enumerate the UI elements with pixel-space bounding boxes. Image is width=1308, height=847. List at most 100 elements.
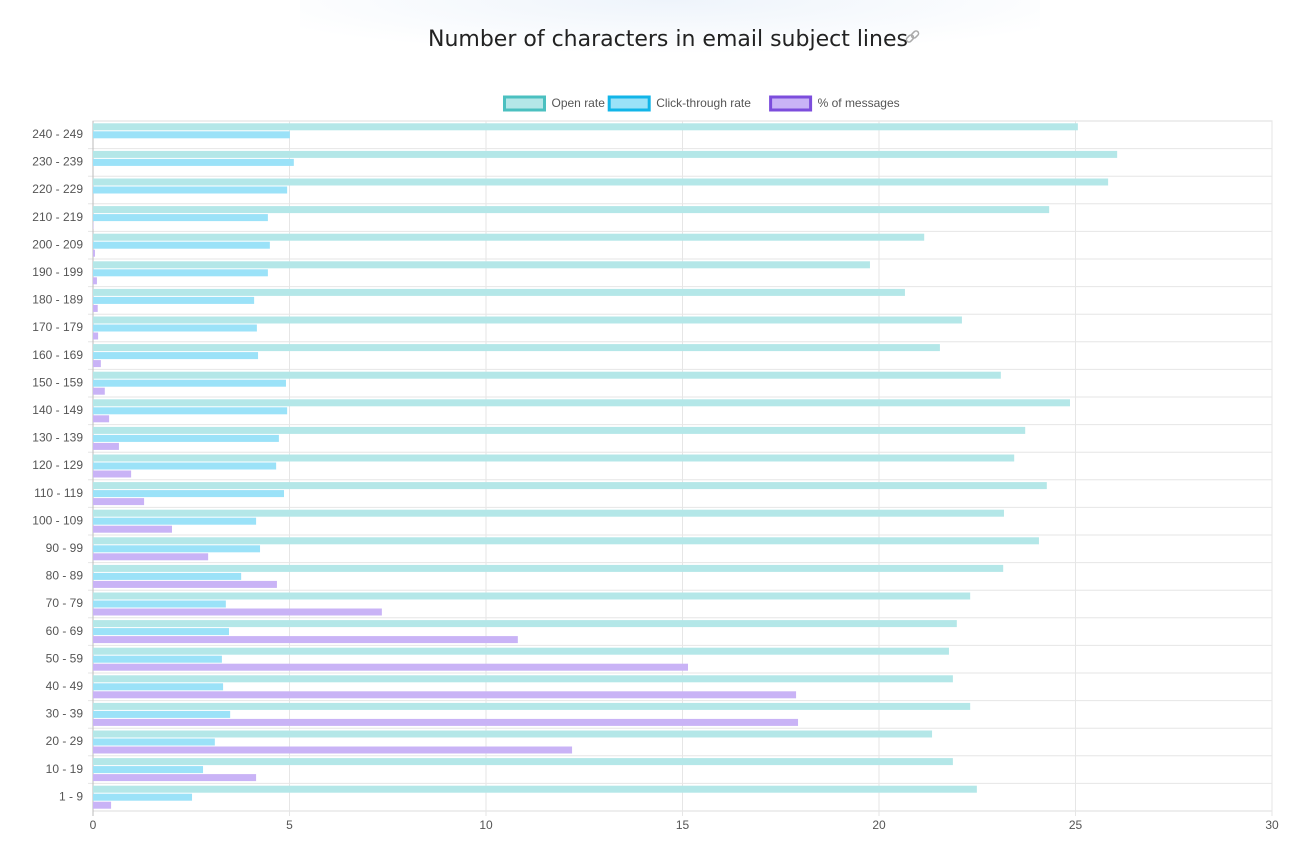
- bar: [93, 463, 276, 470]
- bar: [93, 187, 287, 194]
- bar: [93, 766, 203, 773]
- x-tick-label: 5: [286, 818, 293, 832]
- bar: [93, 703, 970, 710]
- bar: [93, 317, 962, 324]
- bar: [93, 131, 290, 138]
- y-tick-label: 140 - 149: [32, 403, 83, 417]
- bar: [93, 573, 241, 580]
- bar: [93, 206, 1049, 213]
- x-tick-label: 10: [479, 818, 493, 832]
- bar: [93, 739, 215, 746]
- bar: [93, 675, 953, 682]
- legend-swatch[interactable]: [771, 97, 811, 110]
- y-tick-label: 110 - 119: [34, 486, 83, 500]
- bar: [93, 786, 977, 793]
- y-tick-label: 70 - 79: [46, 596, 84, 610]
- bar: [93, 553, 208, 560]
- bar: [93, 758, 953, 765]
- bar: [93, 774, 256, 781]
- bar: [93, 123, 1078, 130]
- y-tick-label: 210 - 219: [32, 210, 83, 224]
- bar: [93, 664, 688, 671]
- bar: [93, 250, 95, 257]
- y-tick-label: 120 - 129: [32, 458, 83, 472]
- bar: [93, 691, 796, 698]
- y-tick-label: 10 - 19: [46, 762, 84, 776]
- y-tick-label: 100 - 109: [32, 513, 83, 527]
- bar: [93, 151, 1117, 158]
- bar: [93, 537, 1039, 544]
- legend-label[interactable]: Open rate: [552, 96, 606, 110]
- y-tick-label: 160 - 169: [32, 348, 83, 362]
- bar: [93, 269, 268, 276]
- bar: [93, 388, 105, 395]
- bar: [93, 427, 1025, 434]
- bar: [93, 297, 254, 304]
- bar: [93, 628, 229, 635]
- bar: [93, 407, 287, 414]
- bar: [93, 656, 222, 663]
- bar: [93, 581, 277, 588]
- y-tick-label: 130 - 139: [32, 431, 83, 445]
- bar: [93, 443, 119, 450]
- bar: [93, 747, 572, 754]
- x-tick-label: 25: [1069, 818, 1083, 832]
- bar: [93, 399, 1070, 406]
- y-tick-label: 60 - 69: [46, 624, 84, 638]
- bar: [93, 518, 256, 525]
- x-tick-label: 0: [90, 818, 97, 832]
- y-tick-label: 240 - 249: [32, 127, 83, 141]
- y-tick-label: 190 - 199: [32, 265, 83, 279]
- bar: [93, 731, 932, 738]
- legend-swatch[interactable]: [609, 97, 649, 110]
- bar: [93, 490, 284, 497]
- y-tick-label: 200 - 209: [32, 237, 83, 251]
- bar: [93, 214, 268, 221]
- bar: [93, 802, 111, 809]
- bar: [93, 289, 905, 296]
- y-tick-label: 50 - 59: [46, 651, 84, 665]
- x-tick-label: 30: [1265, 818, 1279, 832]
- bar: [93, 636, 518, 643]
- bar: [93, 794, 192, 801]
- bar: [93, 498, 144, 505]
- bar: [93, 352, 258, 359]
- bar: [93, 510, 1004, 517]
- bar: [93, 620, 957, 627]
- y-tick-label: 1 - 9: [59, 789, 83, 803]
- bar: [93, 593, 970, 600]
- bar: [93, 471, 131, 478]
- y-tick-label: 180 - 189: [32, 293, 83, 307]
- y-tick-label: 170 - 179: [32, 320, 83, 334]
- y-tick-label: 150 - 159: [32, 375, 83, 389]
- bar: [93, 372, 1001, 379]
- bar: [93, 648, 949, 655]
- bar: [93, 380, 286, 387]
- bar: [93, 333, 98, 340]
- bar: [93, 609, 382, 616]
- bar: [93, 360, 101, 367]
- legend-label[interactable]: Click-through rate: [656, 96, 751, 110]
- bar: [93, 325, 257, 332]
- bar: [93, 435, 279, 442]
- bar: [93, 545, 260, 552]
- y-tick-label: 90 - 99: [46, 541, 84, 555]
- bar: [93, 482, 1047, 489]
- bar: [93, 415, 109, 422]
- bar: [93, 601, 226, 608]
- y-tick-label: 30 - 39: [46, 707, 84, 721]
- y-tick-label: 230 - 239: [32, 155, 83, 169]
- legend-swatch[interactable]: [505, 97, 545, 110]
- x-tick-label: 15: [676, 818, 690, 832]
- bar: [93, 179, 1108, 186]
- bar: [93, 242, 270, 249]
- bar: [93, 711, 230, 718]
- legend-label[interactable]: % of messages: [818, 96, 900, 110]
- y-tick-label: 220 - 229: [32, 182, 83, 196]
- bar: [93, 344, 940, 351]
- bar: [93, 526, 172, 533]
- y-tick-label: 40 - 49: [46, 679, 84, 693]
- bar: [93, 719, 798, 726]
- bar: [93, 277, 97, 284]
- x-tick-label: 20: [872, 818, 886, 832]
